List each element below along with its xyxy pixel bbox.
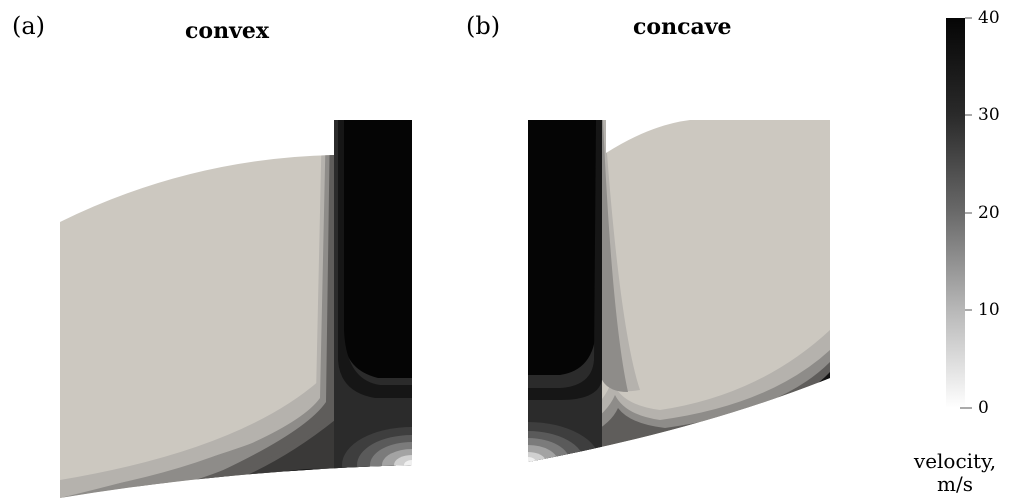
tick-label-40: 40 [978, 10, 1000, 27]
colorbar-title-line1: velocity, [900, 450, 1010, 473]
panel-a-contour-plot [40, 100, 482, 502]
colorbar-title: velocity, m/s [900, 450, 1010, 496]
tick-label-0: 0 [978, 400, 989, 417]
tick-label-20: 20 [978, 205, 1000, 222]
tick-label-10: 10 [978, 302, 1000, 319]
tick-label-30: 30 [978, 107, 1000, 124]
colorbar-title-line2: m/s [900, 473, 1010, 496]
panel-b-contour-plot [456, 100, 850, 502]
colorbar-gradient [946, 18, 965, 408]
